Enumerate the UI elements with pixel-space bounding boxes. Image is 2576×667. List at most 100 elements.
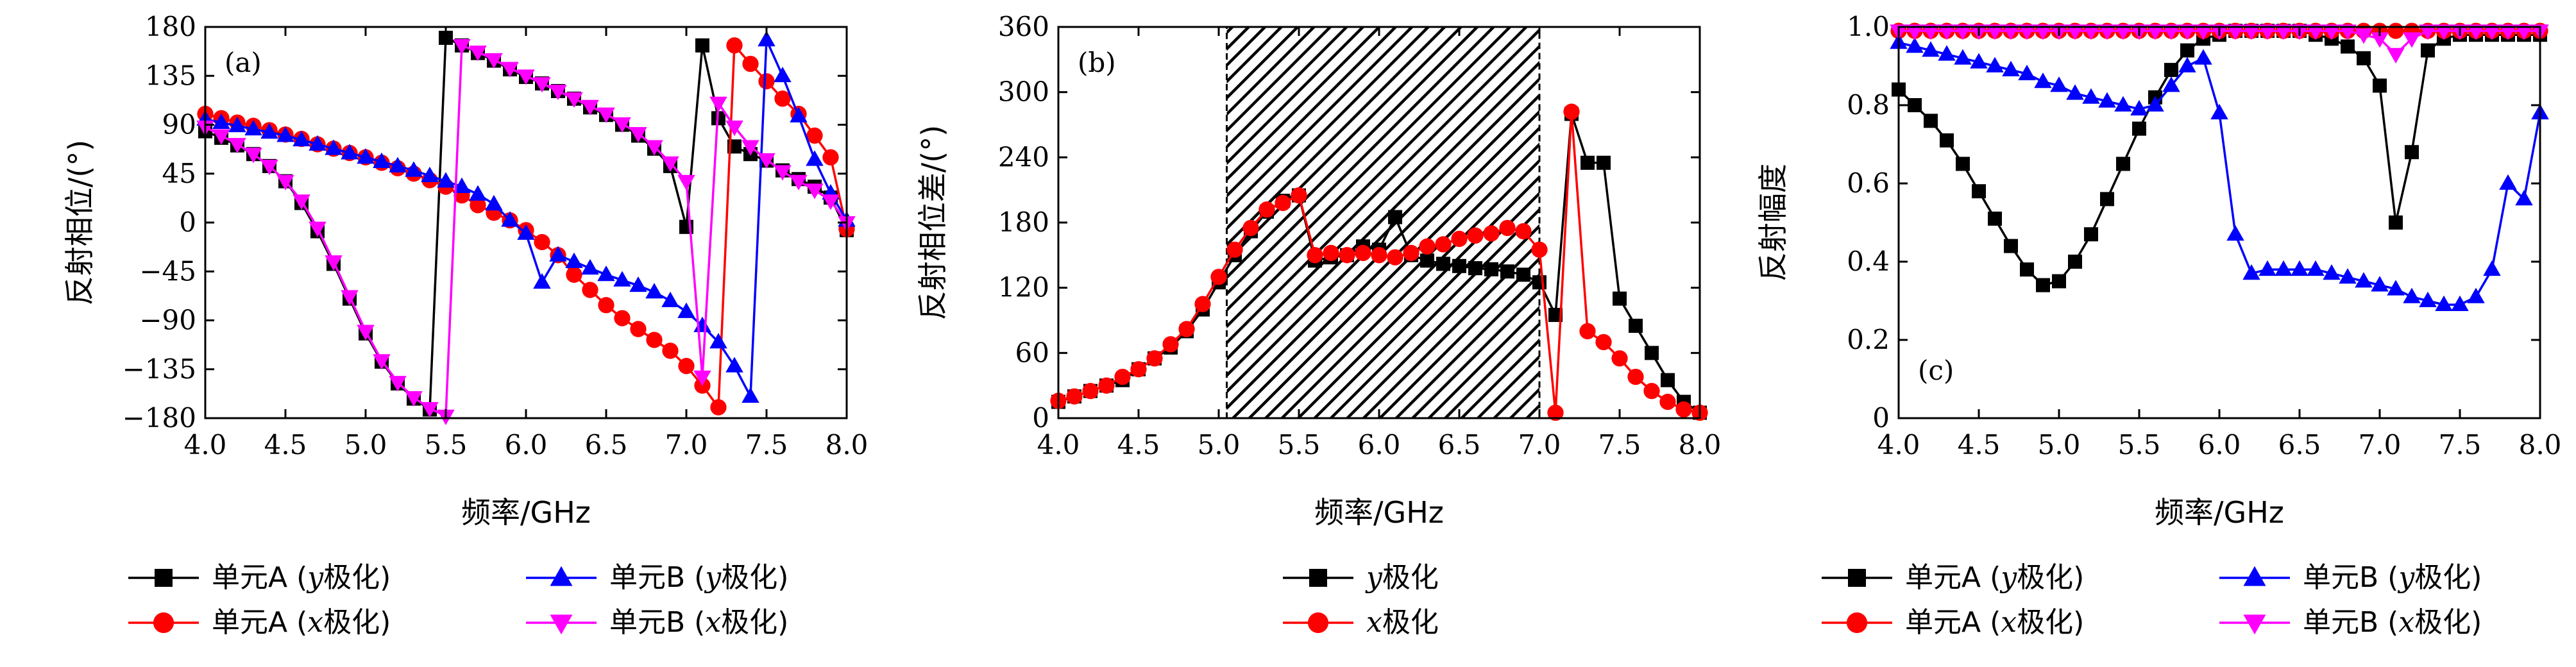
data-point (1483, 225, 1500, 242)
legend-marker (1848, 569, 1866, 587)
x-tick-label: 8.0 (826, 429, 869, 460)
x-tick-label: 5.5 (2118, 429, 2161, 460)
data-point (1597, 155, 1611, 170)
data-point (533, 273, 551, 289)
data-point (2275, 24, 2292, 40)
data-point (533, 77, 551, 93)
data-point (1435, 236, 1452, 253)
data-point (1908, 98, 1922, 112)
data-point (1515, 223, 1532, 240)
data-point (549, 85, 567, 101)
data-point (678, 358, 695, 375)
data-point (2034, 72, 2052, 89)
y-tick-label: 45 (162, 158, 196, 189)
data-point (1922, 24, 1940, 40)
data-point (2194, 24, 2212, 40)
data-point (2355, 272, 2373, 288)
data-point (2066, 24, 2084, 40)
y-tick-label: 120 (998, 272, 1049, 303)
data-point (517, 224, 535, 240)
data-point (1516, 267, 1530, 282)
x-tick-label: 6.0 (2198, 429, 2241, 460)
legend-entry: 单元A (y极化) (128, 561, 391, 594)
data-point (2036, 278, 2050, 292)
data-point (2242, 24, 2260, 40)
data-point (741, 387, 759, 403)
data-point (2002, 24, 2020, 40)
legend-entry: 单元A (y极化) (1822, 561, 2084, 594)
legend-entry: y极化 (1283, 561, 1439, 594)
data-point (806, 150, 824, 166)
data-point (276, 126, 294, 142)
data-point (341, 290, 359, 306)
data-point (2098, 92, 2116, 108)
data-point (2050, 76, 2068, 92)
data-point (2084, 227, 2098, 242)
data-point (2226, 24, 2244, 40)
legend-entry: 单元B (x极化) (526, 606, 788, 639)
data-point (2180, 43, 2194, 58)
data-point (309, 221, 326, 237)
data-point (2066, 84, 2084, 100)
legend-marker (155, 569, 173, 587)
data-point (2082, 88, 2100, 104)
data-point (1484, 262, 1498, 276)
series-4 (196, 38, 856, 425)
y-tick-label: 180 (145, 11, 196, 42)
panel-label: (a) (225, 47, 262, 78)
data-point (2435, 24, 2453, 40)
data-point (2068, 255, 2082, 269)
data-point (1436, 257, 1450, 271)
legend-marker (550, 614, 573, 635)
data-point (2451, 295, 2469, 311)
data-point (566, 266, 582, 283)
data-point (389, 156, 407, 173)
data-point (614, 310, 631, 326)
data-point (629, 127, 647, 143)
data-point (2242, 264, 2260, 280)
data-point (1627, 368, 1644, 385)
y-tick-label: −45 (139, 255, 196, 287)
data-point (2100, 192, 2114, 207)
x-tick-label: 5.5 (425, 429, 468, 460)
series-3 (1890, 33, 2549, 311)
data-point (2194, 49, 2212, 65)
data-point (741, 140, 759, 156)
data-point (1940, 133, 1954, 148)
data-point (1579, 323, 1596, 340)
y-tick-label: 0.8 (1847, 89, 1890, 121)
data-point (244, 119, 262, 136)
x-tick-label: 5.5 (1278, 429, 1321, 460)
data-point (2004, 239, 2018, 253)
x-tick-label: 8.0 (2519, 429, 2562, 460)
data-point (790, 106, 808, 122)
data-point (276, 174, 294, 190)
data-point (2387, 22, 2404, 39)
legend-label: y极化 (1365, 561, 1439, 594)
data-point (1419, 238, 1436, 255)
legend-label: 单元A (y极化) (212, 561, 391, 594)
y-tick-label: 0.2 (1847, 324, 1890, 355)
legend-marker (1307, 612, 1329, 634)
data-point (2405, 145, 2419, 160)
data-point (2291, 260, 2309, 276)
legend-label: 单元A (x极化) (212, 606, 391, 639)
data-point (1403, 244, 1419, 262)
data-point (325, 255, 343, 271)
data-point (1388, 210, 1402, 224)
data-point (341, 144, 359, 160)
chart-panel-1: 4.0 4.5 5.0 5.5 6.0 6.5 7.0 7.5 8.0 180 135 90 45 0 −4… (62, 11, 868, 639)
data-point (1371, 247, 1387, 264)
data-point (212, 129, 230, 145)
data-point (1613, 291, 1627, 306)
data-point (260, 123, 278, 139)
data-point (2389, 215, 2403, 230)
y-tick-label: 1.0 (1847, 11, 1890, 42)
x-tick-label: 5.0 (344, 429, 387, 460)
data-point (709, 333, 727, 349)
data-point (726, 37, 743, 54)
panel-label: (b) (1078, 47, 1116, 78)
data-point (1547, 404, 1564, 421)
data-point (1451, 230, 1468, 248)
panel-label: (c) (1918, 355, 1954, 386)
